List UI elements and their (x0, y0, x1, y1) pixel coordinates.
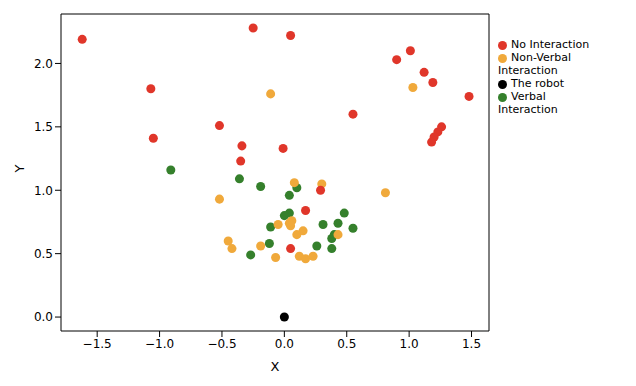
svg-text:Y: Y (12, 165, 27, 174)
html-text:Non-Verbal Interaction: Non-Verbal Interaction (498, 51, 571, 77)
svg-text:1.0: 1.0 (400, 337, 419, 351)
svg-text:0.5: 0.5 (337, 337, 356, 351)
html-text:No Interaction: No Interaction (511, 38, 590, 51)
svg-text:1.0: 1.0 (34, 184, 53, 198)
html-text:Verbal Interaction: Verbal Interaction (498, 90, 558, 116)
svg-text:1.5: 1.5 (462, 337, 481, 351)
svg-text:2.0: 2.0 (34, 57, 53, 71)
svg-text:−1.5: −1.5 (83, 337, 112, 351)
svg-text:1.5: 1.5 (34, 120, 53, 134)
svg-text:−1.0: −1.0 (145, 337, 174, 351)
svg-text:0.0: 0.0 (275, 337, 294, 351)
svg-text:X: X (271, 359, 280, 374)
svg-text:−0.5: −0.5 (207, 337, 236, 351)
svg-text:0.5: 0.5 (34, 247, 53, 261)
html-text:The robot: The robot (511, 77, 564, 90)
svg-text:0.0: 0.0 (34, 310, 53, 324)
